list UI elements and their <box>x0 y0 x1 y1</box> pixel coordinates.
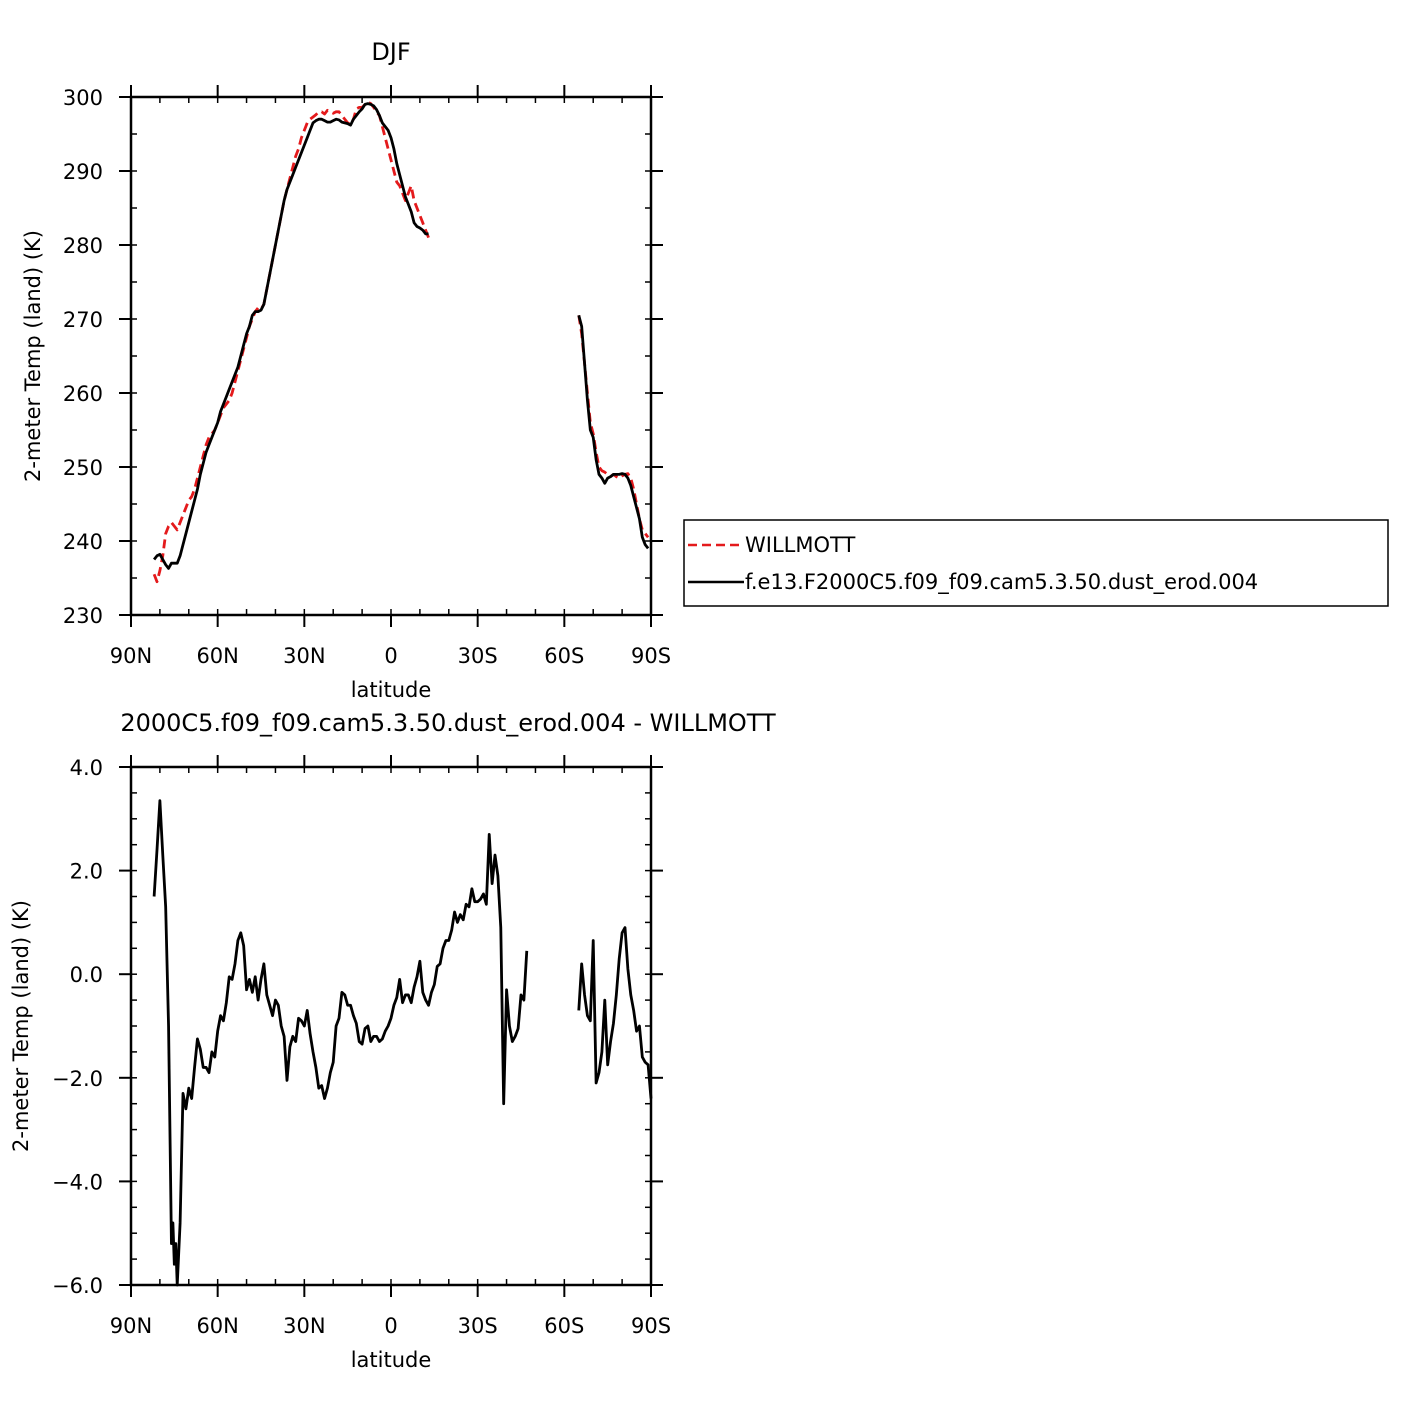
top-x-tick-label: 90N <box>110 644 152 668</box>
top-y-tick-label: 240 <box>63 530 103 554</box>
top-x-tick-label: 0 <box>384 644 397 668</box>
top-plot-frame <box>129 95 653 617</box>
top-chart-title: DJF <box>371 38 410 66</box>
top-y-tick-label: 280 <box>63 234 103 258</box>
top-y-tick-label: 250 <box>63 456 103 480</box>
bottom-x-tick-label: 60S <box>544 1314 584 1338</box>
top-series-a-line <box>152 100 430 584</box>
bottom-x-tick-label: 90S <box>631 1314 671 1338</box>
top-y-tick-label: 230 <box>63 604 103 628</box>
top-y-tick-labels: 230 240 250 260 270 280 290 300 <box>63 86 103 628</box>
top-x-tick-labels: 90N 60N 30N 0 30S 60S 90S <box>110 644 671 668</box>
bottom-x-tick-label: 60N <box>196 1314 238 1338</box>
top-x-tick-label: 30N <box>283 644 325 668</box>
bottom-chart-title: 2000C5.f09_f09.cam5.3.50.dust_erod.004 -… <box>120 709 776 737</box>
bottom-x-axis-label: latitude <box>351 1348 432 1372</box>
top-y-tick-label: 260 <box>63 382 103 406</box>
bottom-x-tick-labels: 90N 60N 30N 0 30S 60S 90S <box>110 1314 671 1338</box>
bottom-axis-ticks <box>119 755 663 1297</box>
bottom-y-tick-label: 0.0 <box>70 963 103 987</box>
bottom-y-tick-label: −2.0 <box>52 1067 103 1091</box>
bottom-x-tick-label: 0 <box>384 1314 397 1338</box>
top-y-tick-label: 270 <box>63 308 103 332</box>
bottom-y-axis-label: 2-meter Temp (land) (K) <box>9 900 33 1152</box>
top-x-axis-label: latitude <box>351 678 432 702</box>
bottom-x-tick-label: 90N <box>110 1314 152 1338</box>
top-x-tick-label: 30S <box>458 644 498 668</box>
bottom-panel: 2000C5.f09_f09.cam5.3.50.dust_erod.004 -… <box>9 709 776 1372</box>
legend: WILLMOTT f.e13.F2000C5.f09_f09.cam5.3.50… <box>683 519 1389 607</box>
top-y-tick-label: 290 <box>63 160 103 184</box>
top-y-axis-label: 2-meter Temp (land) (K) <box>21 230 45 482</box>
bottom-series-a-line <box>152 799 529 1287</box>
top-panel: DJF 230 240 250 260 270 280 290 300 90N 60N 30N 0 3… <box>21 38 671 702</box>
top-axis-ticks <box>119 85 663 627</box>
bottom-series-lines <box>152 799 653 1287</box>
bottom-y-tick-label: 2.0 <box>70 860 103 884</box>
legend-box <box>683 519 1389 607</box>
top-series-lines <box>152 100 650 584</box>
top-series-b-line <box>577 314 650 550</box>
top-x-tick-label: 60N <box>196 644 238 668</box>
bottom-x-tick-label: 30N <box>283 1314 325 1338</box>
bottom-y-tick-label: 4.0 <box>70 756 103 780</box>
bottom-y-tick-labels: −6.0 −4.0 −2.0 0.0 2.0 4.0 <box>52 756 103 1298</box>
top-x-tick-label: 90S <box>631 644 671 668</box>
legend-willmott-label: WILLMOTT <box>745 533 855 557</box>
top-series-b-line <box>153 102 429 570</box>
bottom-plot-frame <box>129 765 653 1287</box>
bottom-y-tick-label: −6.0 <box>52 1274 103 1298</box>
top-x-tick-label: 60S <box>544 644 584 668</box>
top-y-tick-label: 300 <box>63 86 103 110</box>
bottom-y-tick-label: −4.0 <box>52 1170 103 1194</box>
bottom-x-tick-label: 30S <box>458 1314 498 1338</box>
bottom-series-a-line <box>577 926 653 1099</box>
legend-model-label: f.e13.F2000C5.f09_f09.cam5.3.50.dust_ero… <box>745 570 1258 595</box>
